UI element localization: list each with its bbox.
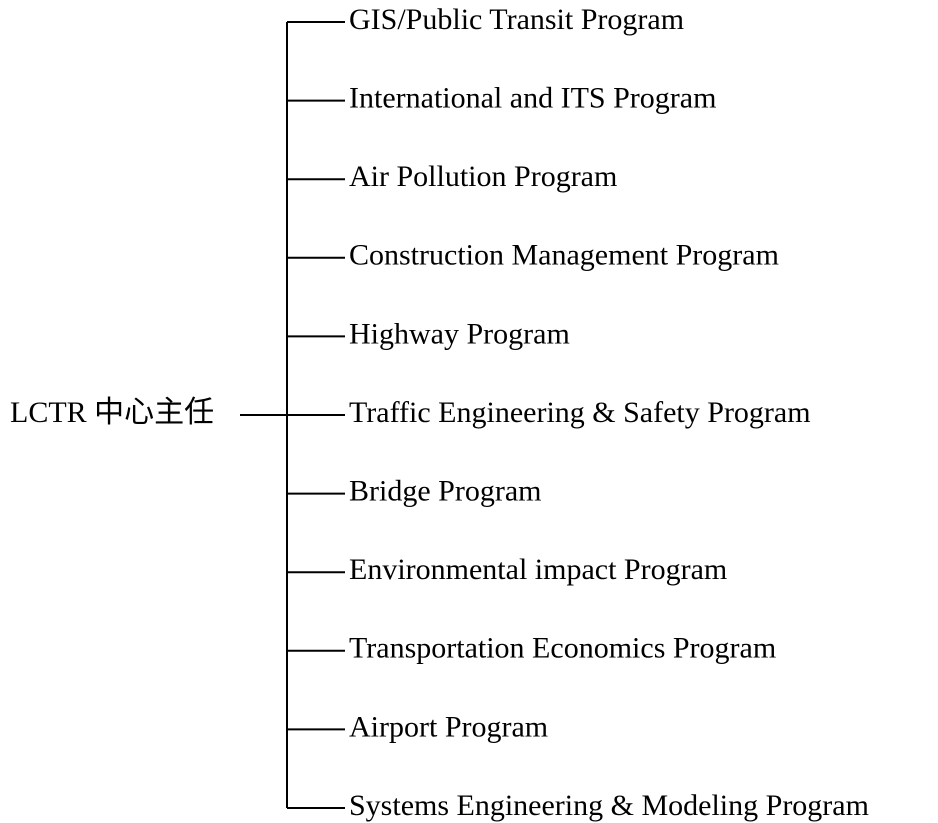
root-label: LCTR 中心主任 — [10, 396, 214, 429]
node-label: International and ITS Program — [349, 81, 716, 114]
node-label: Construction Management Program — [349, 239, 779, 272]
node-label: Systems Engineering & Modeling Program — [349, 789, 869, 822]
node-label: GIS/Public Transit Program — [349, 3, 684, 36]
node-label: Air Pollution Program — [349, 160, 617, 193]
node-label: Transportation Economics Program — [349, 632, 776, 665]
node-label: Airport Program — [349, 710, 548, 743]
node-label: Traffic Engineering & Safety Program — [349, 396, 811, 429]
node-label: Bridge Program — [349, 474, 541, 507]
node-label: Environmental impact Program — [349, 553, 727, 586]
node-label: Highway Program — [349, 317, 570, 350]
